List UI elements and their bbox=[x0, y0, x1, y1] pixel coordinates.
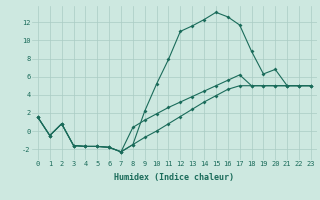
X-axis label: Humidex (Indice chaleur): Humidex (Indice chaleur) bbox=[115, 173, 234, 182]
